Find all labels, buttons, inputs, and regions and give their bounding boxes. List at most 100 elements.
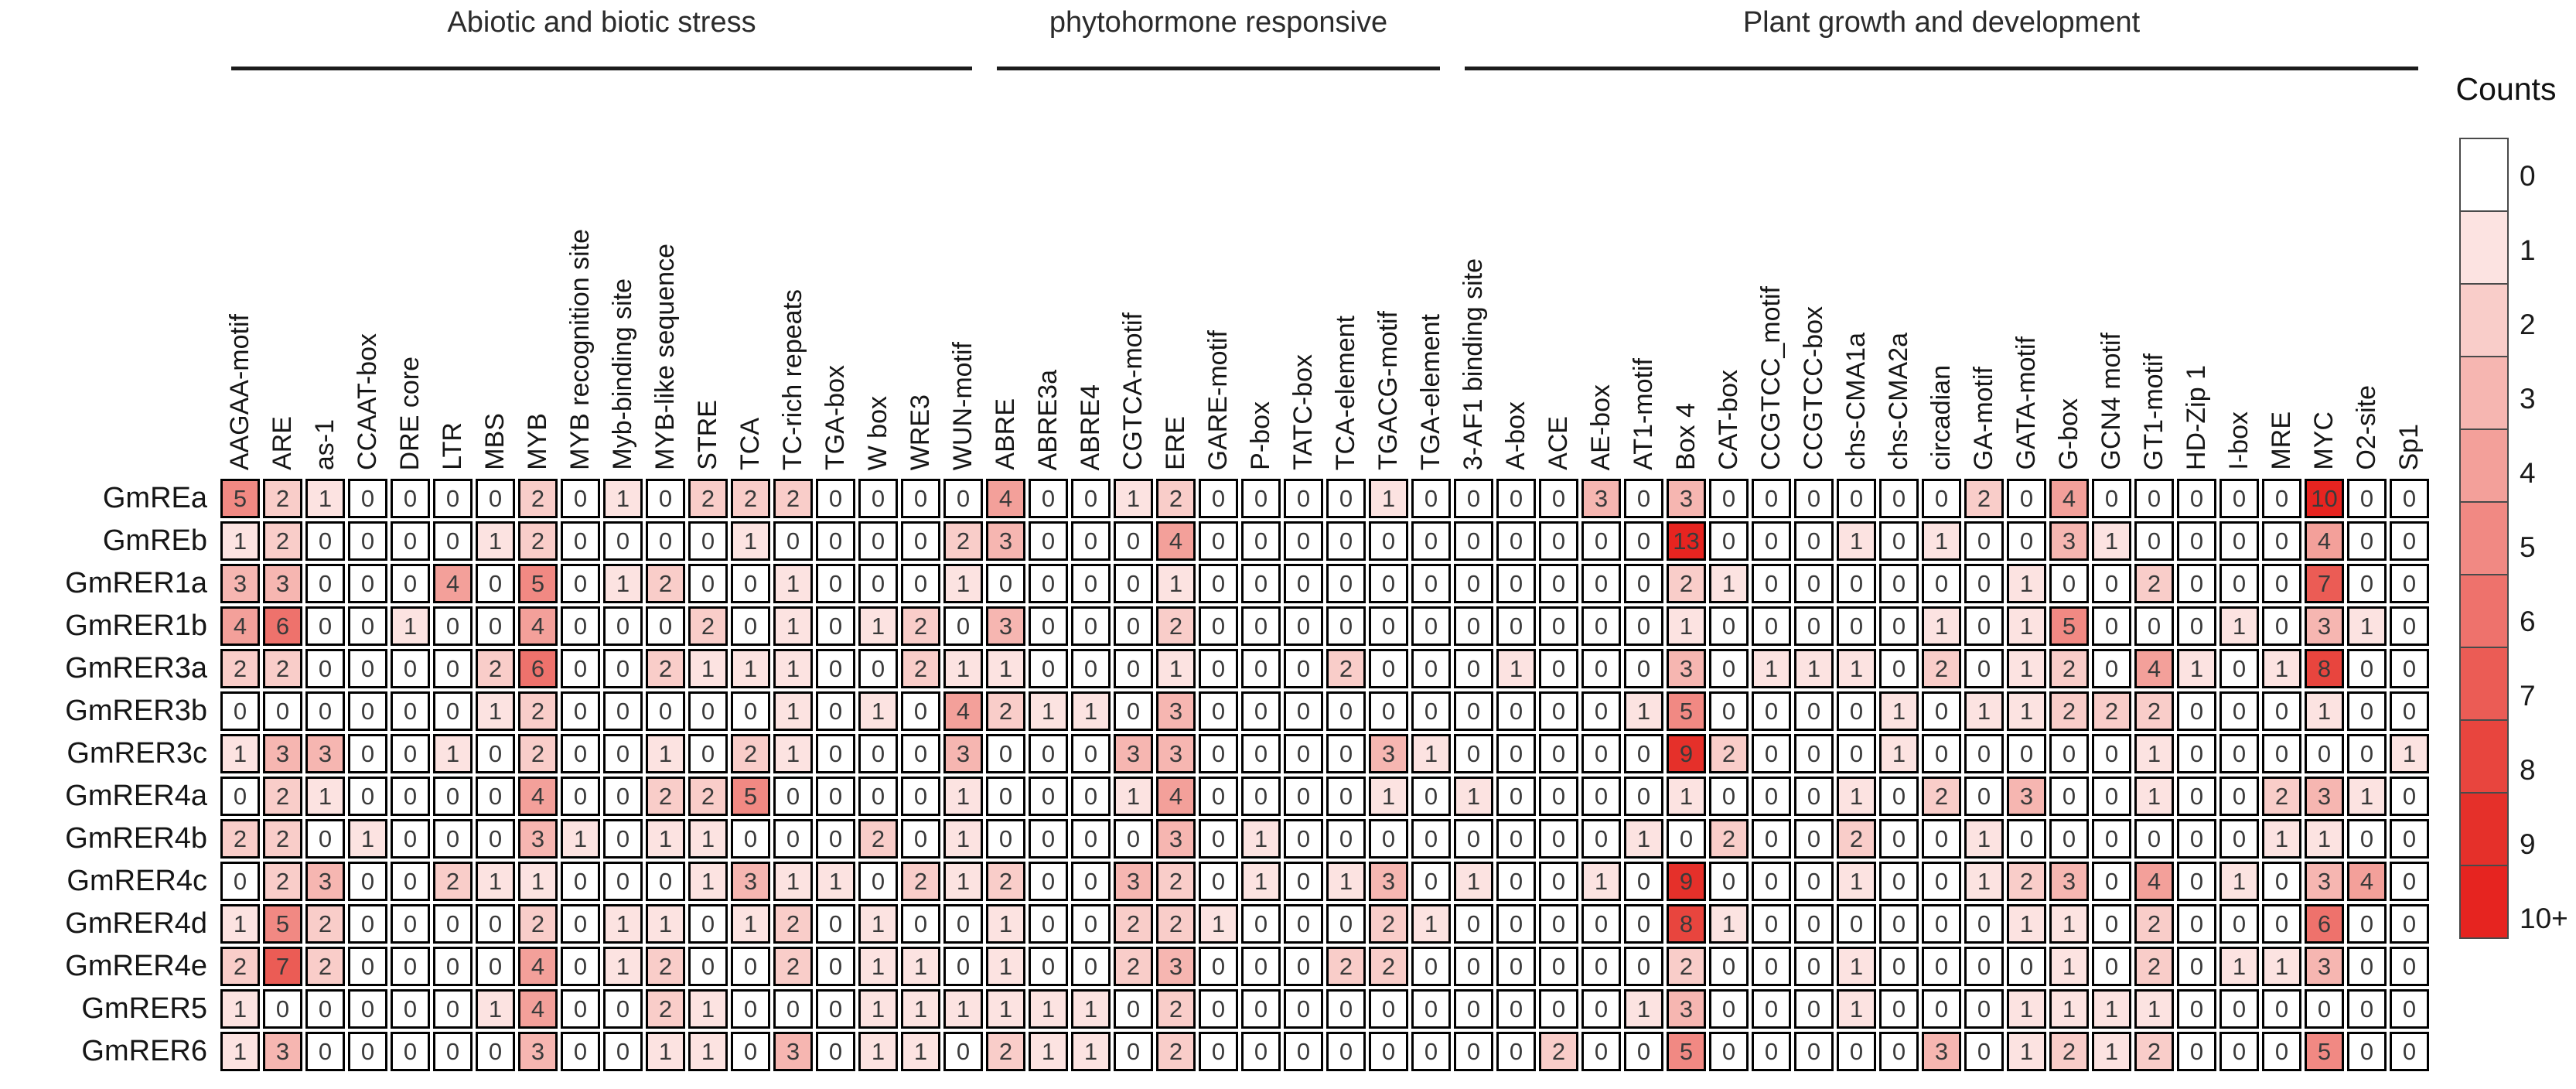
column-label-text: AT1-motif [1628,358,1658,470]
heatmap-cell: 8 [1667,904,1706,944]
row-labels: GmREa GmREb GmRER1a GmRER1b GmRER3a GmRER3b Gm… [0,479,207,1074]
heatmap-cell: 0 [1794,521,1834,561]
heatmap-cell: 0 [731,564,770,603]
heatmap-cell: 0 [1539,734,1578,773]
heatmap-cell: 0 [1539,691,1578,731]
heatmap-cell: 1 [1071,691,1111,731]
heatmap-cell: 3 [2305,777,2344,816]
heatmap-cell: 0 [348,734,387,773]
heatmap-cell: 0 [476,479,515,518]
row-label: GmRER6 [81,1035,207,1067]
heatmap-cell: 0 [646,606,685,646]
heatmap-cell: 3 [1114,734,1153,773]
heatmap-cell: 3 [305,734,345,773]
heatmap-cell: 0 [1199,862,1238,901]
heatmap-cell: 0 [1241,606,1281,646]
heatmap-cell: 1 [1922,521,1961,561]
heatmap-cell: 3 [1156,819,1196,859]
heatmap-cell: 0 [688,904,728,944]
heatmap-cell: 0 [1709,606,1749,646]
legend-label: 0 [2520,160,2536,192]
legend-swatch [2459,719,2509,794]
heatmap-cell: 2 [2049,691,2089,731]
heatmap-cell: 3 [1156,947,1196,986]
heatmap-cell: 5 [2305,1032,2344,1071]
heatmap-cell: 1 [1369,479,1408,518]
heatmap-cell: 2 [2134,564,2174,603]
heatmap-cell: 0 [1964,904,2004,944]
heatmap-cell: 0 [1284,1032,1323,1071]
heatmap-cell: 0 [1581,904,1621,944]
heatmap-cell: 1 [1837,989,1876,1029]
heatmap-cell: 0 [1752,734,1791,773]
heatmap-cell: 1 [518,862,558,901]
column-label: MRE [2262,77,2301,470]
heatmap-cell: 0 [1454,606,1493,646]
heatmap-cell: 0 [2347,819,2387,859]
heatmap-cell: 0 [1411,606,1451,646]
heatmap-cell: 1 [2049,904,2089,944]
heatmap-cell: 1 [816,862,855,901]
heatmap-cell: 0 [1326,564,1366,603]
heatmap-cell: 2 [1156,1032,1196,1071]
heatmap-cell: 0 [1624,947,1663,986]
heatmap-cell: 0 [2134,521,2174,561]
heatmap-cell: 0 [1284,862,1323,901]
heatmap-cell: 0 [305,819,345,859]
heatmap-cell: 1 [1114,479,1153,518]
heatmap-cell: 0 [1879,904,1919,944]
heatmap-cell: 1 [731,649,770,688]
heatmap-cell: 1 [1837,649,1876,688]
heatmap-cell: 0 [1581,1032,1621,1071]
heatmap-cell: 5 [731,777,770,816]
heatmap-cell: 2 [1667,947,1706,986]
heatmap-cell: 0 [1241,989,1281,1029]
heatmap-cell: 0 [943,947,983,986]
heatmap-cell: 0 [1539,862,1578,901]
heatmap-cell: 1 [688,819,728,859]
legend-value-labels: 0 1 2 3 4 5 6 7 8 9 10+ [2520,139,2568,956]
heatmap-cell: 1 [1199,904,1238,944]
row-label: GmRER4b [65,822,207,855]
heatmap-cell: 1 [1709,904,1749,944]
heatmap-cell: 2 [1156,862,1196,901]
heatmap-cell: 0 [1411,479,1451,518]
column-label-text: AE-box [1585,384,1616,471]
heatmap-cell: 0 [433,691,473,731]
heatmap-cell: 1 [773,691,813,731]
heatmap-cell: 0 [816,479,855,518]
heatmap-cell: 0 [1794,862,1834,901]
column-label-text: CCGTCC_motif [1755,285,1786,470]
heatmap-cell: 0 [348,947,387,986]
heatmap-cell: 1 [773,862,813,901]
heatmap-cell: 0 [688,691,728,731]
heatmap-cell: 1 [1794,649,1834,688]
column-label: CCGTCC-box [1794,77,1834,470]
heatmap-cell: 0 [305,691,345,731]
heatmap-cell: 0 [816,649,855,688]
heatmap-cell: 0 [220,691,260,731]
heatmap-cell: 2 [1369,947,1408,986]
heatmap-cell: 0 [1454,521,1493,561]
heatmap-cell: 0 [1539,606,1578,646]
heatmap-cell: 0 [1879,819,1919,859]
heatmap-cell: 0 [2262,479,2301,518]
heatmap-cell: 1 [1964,819,2004,859]
heatmap-cell: 4 [518,777,558,816]
heatmap-cell: 0 [1496,521,1536,561]
column-label: CAT-box [1709,77,1749,470]
heatmap-cell: 0 [1369,1032,1408,1071]
heatmap-cell: 0 [1964,734,2004,773]
column-label-text: Myb-binding site [607,278,637,470]
heatmap-cell: 4 [433,564,473,603]
heatmap-cell: 1 [603,904,643,944]
heatmap-cell: 1 [2134,989,2174,1029]
column-label-text: MYB recognition site [565,229,595,470]
heatmap-cell: 2 [646,989,685,1029]
row-label: GmRER4c [67,865,207,897]
heatmap-cell: 0 [858,862,898,901]
heatmap-cell: 0 [1496,989,1536,1029]
heatmap-cell: 2 [731,734,770,773]
heatmap-cell: 0 [1964,564,2004,603]
column-label: ACE [1539,77,1578,470]
